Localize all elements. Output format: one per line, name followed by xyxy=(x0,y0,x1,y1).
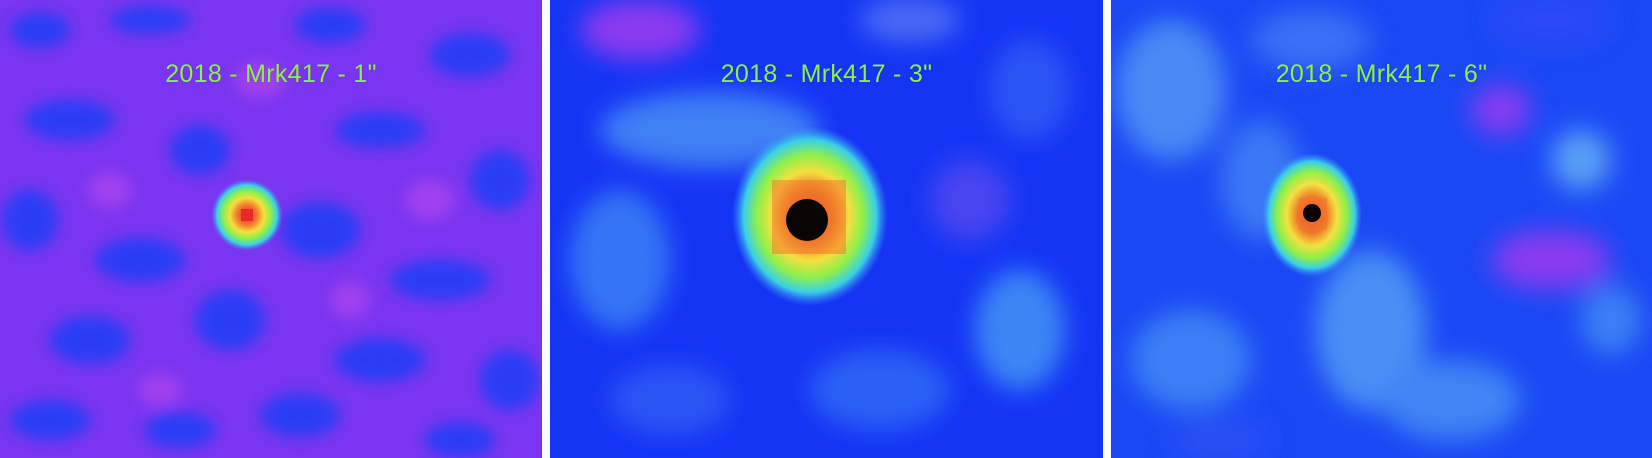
panel-divider xyxy=(1103,0,1111,458)
panel-label-3arcsec: 2018 - Mrk417 - 3" xyxy=(720,60,933,88)
heatmap-3arcsec xyxy=(550,0,1103,458)
image-panel-6arcsec: 2018 - Mrk417 - 6" xyxy=(1111,0,1652,458)
heatmap-6arcsec xyxy=(1111,0,1652,458)
panel-divider xyxy=(542,0,550,458)
heatmap-1arcsec xyxy=(0,0,542,458)
panel-label-1arcsec: 2018 - Mrk417 - 1" xyxy=(165,60,377,88)
image-panel-3arcsec: 2018 - Mrk417 - 3" xyxy=(550,0,1103,458)
image-panel-1arcsec: 2018 - Mrk417 - 1" xyxy=(0,0,542,458)
panel-label-6arcsec: 2018 - Mrk417 - 6" xyxy=(1275,60,1488,88)
